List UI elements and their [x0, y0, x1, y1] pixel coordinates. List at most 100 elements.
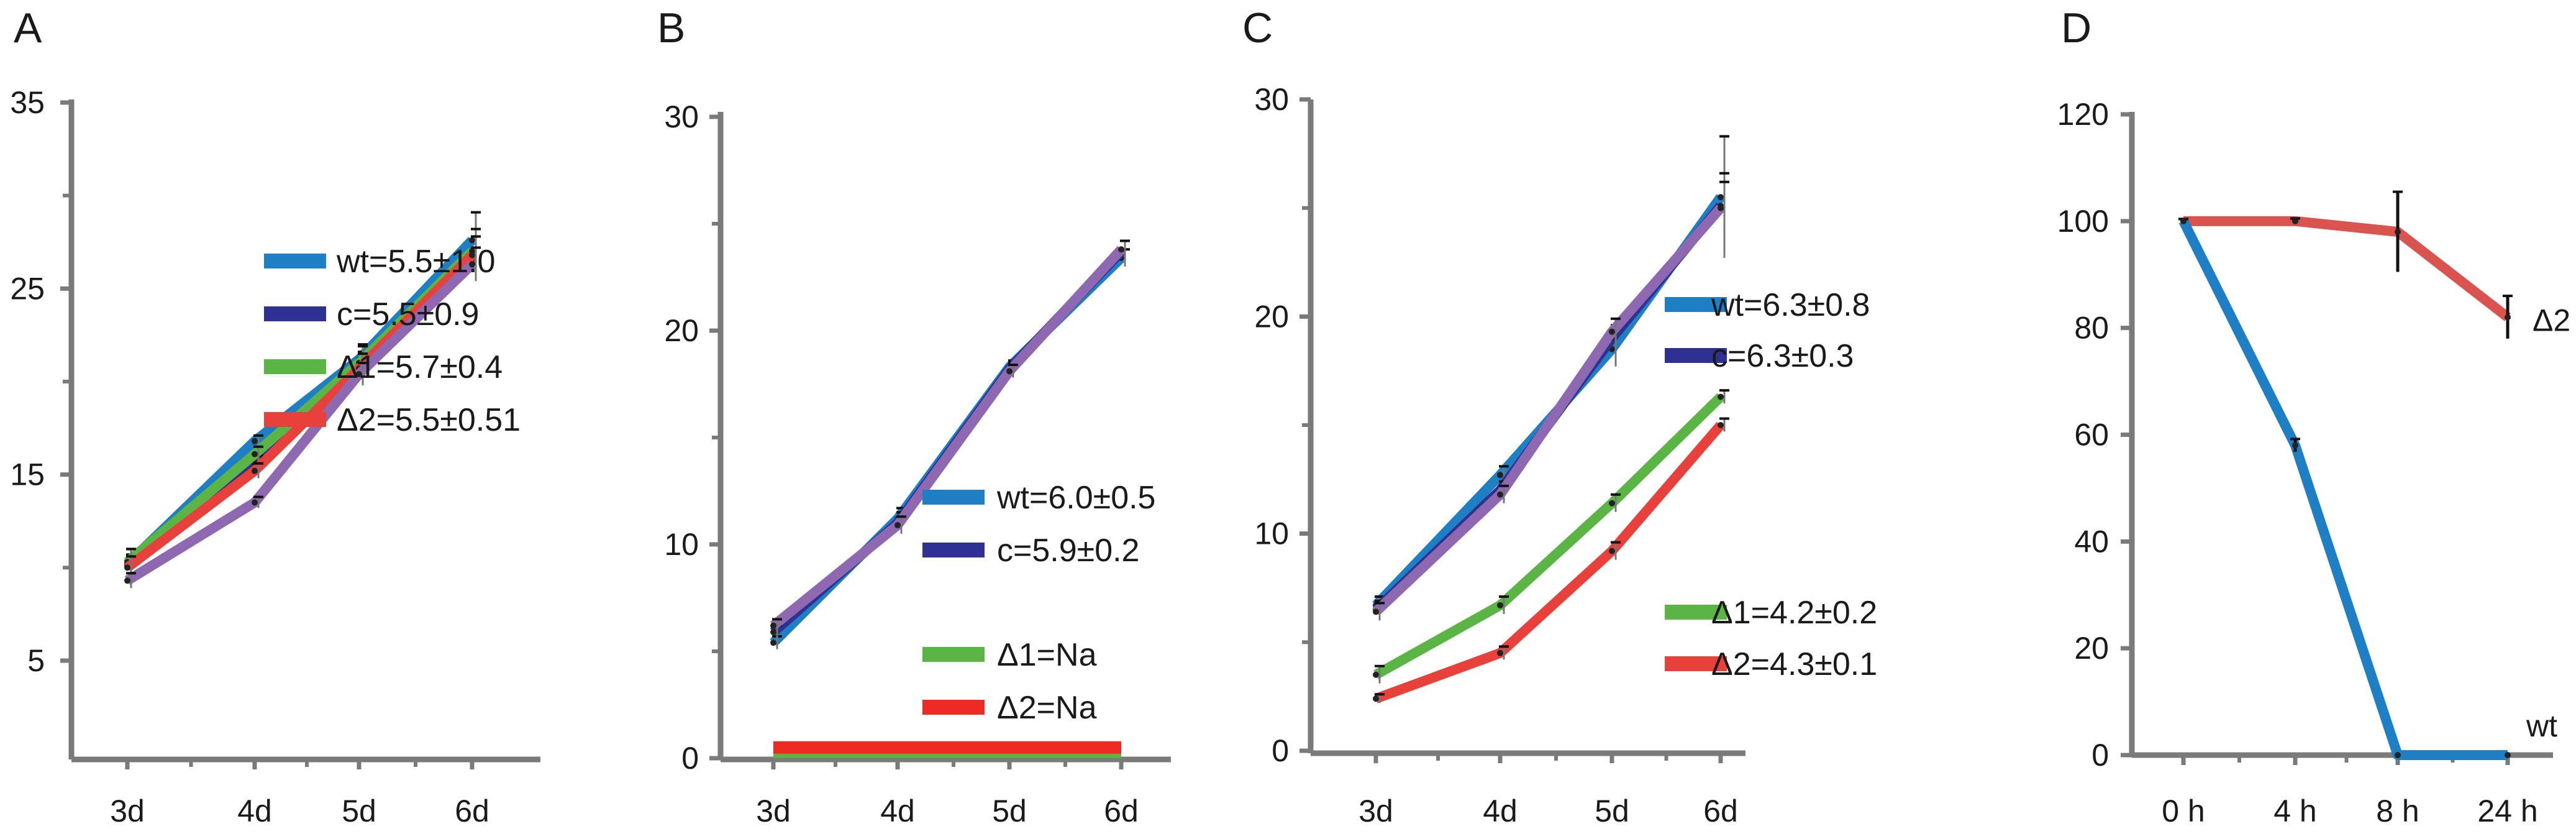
data-point	[1373, 695, 1379, 702]
x-tick-label: 6d	[1703, 794, 1738, 828]
legend-label: Δ1=4.2±0.2	[1711, 595, 1877, 631]
x-tick-label: 3d	[110, 794, 145, 828]
series-end-label: wt	[2526, 708, 2557, 743]
legend-label: c=5.9±0.2	[997, 533, 1139, 569]
legend: wt=5.5±1.0 c=5.5±0.9 Δ1=5.7±0.4 Δ2=5.5±0.51	[264, 244, 521, 438]
y-tick-label: 40	[2074, 524, 2109, 559]
data-point	[1497, 602, 1503, 608]
legend-swatch	[1665, 656, 1727, 671]
data-point	[2395, 229, 2401, 236]
series-line	[1372, 194, 1725, 609]
legend-label: Δ1=Na	[997, 637, 1097, 673]
legend-swatch	[922, 490, 985, 505]
data-point	[252, 438, 258, 444]
data-point	[1609, 328, 1615, 335]
legend-swatch	[1665, 605, 1727, 620]
data-point	[1497, 491, 1503, 498]
panel-letter: A	[14, 4, 42, 52]
y-tick-label: 35	[10, 85, 45, 120]
y-tick-label: 60	[2074, 418, 2109, 452]
y-tick-label: 10	[1254, 516, 1289, 551]
legend-label: Δ1=5.7±0.4	[337, 349, 503, 385]
x-tick-label: 4d	[880, 794, 915, 828]
series-wt	[1372, 135, 1729, 614]
data-point	[252, 467, 258, 474]
series-purple	[770, 239, 1130, 633]
y-tick-label: 10	[664, 527, 699, 562]
series-line	[2178, 219, 2508, 760]
legend-swatch	[264, 359, 326, 374]
series-Δ2	[1373, 417, 1729, 704]
data-point	[1373, 608, 1379, 615]
data-point	[2505, 752, 2511, 758]
y-tick-label: 20	[664, 313, 699, 348]
x-tick-label: 4d	[1483, 794, 1518, 828]
legend-swatch	[1665, 348, 1727, 363]
x-tick-label: 5d	[1595, 794, 1629, 828]
legend: wt=6.3±0.8 c=6.3±0.3 Δ1=4.2±0.2 Δ2=4.3±0.1	[1665, 287, 1877, 682]
legend-swatch	[922, 543, 985, 557]
y-tick-label: 0	[681, 741, 699, 776]
legend-swatch	[1665, 297, 1727, 312]
series-line	[770, 245, 1125, 630]
series-purple	[1372, 180, 1729, 621]
data-point	[2292, 442, 2298, 449]
series-purple	[124, 246, 481, 589]
x-tick-label: 3d	[1359, 794, 1393, 828]
panel-B: B 0 10 20 30 3d 4d 5d 6d wt=6.0±0.5 c=5.9±0.2 Δ1=Na…	[657, 4, 1171, 828]
legend-label: wt=6.3±0.8	[1711, 287, 1870, 323]
data-point	[2292, 218, 2298, 224]
data-point	[1497, 649, 1503, 656]
data-point	[1609, 500, 1615, 507]
legend-swatch	[264, 254, 326, 268]
y-tick-label: 20	[2074, 631, 2109, 666]
x-tick-label: 0 h	[2162, 794, 2205, 828]
data-point	[1006, 368, 1013, 375]
data-point	[1118, 246, 1124, 253]
x-tick-label: 4 h	[2273, 794, 2317, 828]
legend-label: wt=5.5±1.0	[336, 244, 495, 280]
data-point	[124, 577, 130, 584]
data-point	[252, 451, 258, 457]
x-tick-label: 6d	[1104, 794, 1139, 828]
legend: wt=6.0±0.5 c=5.9±0.2 Δ1=Na Δ2=Na	[922, 480, 1155, 726]
panel-letter: C	[1242, 4, 1273, 52]
legend-swatch	[922, 700, 985, 715]
x-tick-label: 24 h	[2477, 794, 2537, 828]
data-point	[252, 499, 258, 506]
series-line	[1372, 204, 1725, 616]
data-point	[1718, 393, 1724, 400]
data-point	[469, 261, 475, 268]
y-tick-label: 0	[1272, 733, 1289, 768]
y-tick-label: 5	[27, 643, 45, 678]
x-tick-label: 3d	[756, 794, 791, 828]
y-tick-label: 80	[2074, 311, 2109, 346]
series-line	[2183, 216, 2511, 321]
series-line	[1374, 421, 1725, 704]
data-point	[770, 622, 776, 629]
series-end-label: Δ2	[2533, 303, 2570, 337]
data-point	[469, 252, 475, 259]
series-Δ1	[1373, 389, 1729, 684]
legend-label: wt=6.0±0.5	[996, 480, 1155, 516]
data-point	[1373, 671, 1379, 678]
legend-swatch	[264, 412, 326, 427]
data-point	[2180, 218, 2187, 224]
series-line	[1373, 393, 1724, 679]
legend-swatch	[922, 647, 985, 662]
y-tick-label: 100	[2057, 204, 2109, 239]
data-point	[356, 371, 362, 378]
data-point	[894, 522, 901, 529]
legend-label: Δ2=4.3±0.1	[1711, 646, 1877, 682]
legend-swatch	[264, 306, 326, 321]
data-point	[1718, 204, 1724, 211]
data-point	[2505, 314, 2511, 321]
panel-C: C 0 10 20 30 3d 4d 5d 6d wt=6.3±0.8 c=6.3±0.3 Δ1=4.…	[1242, 4, 1877, 828]
legend-label: Δ2=Na	[997, 690, 1097, 726]
y-tick-label: 30	[664, 99, 699, 134]
y-tick-label: 120	[2057, 97, 2109, 132]
panel-A: A 5 15 25 35 3d 4d 5d 6d wt=5.5±1.0 c=5.5±0.9 Δ1=5.…	[10, 4, 540, 828]
y-tick-label: 0	[2091, 738, 2109, 773]
panel-D: D 0 20 40 60 80 100 120 0 h 4 h 8 h 24 h Δ2 wt	[2057, 4, 2571, 828]
